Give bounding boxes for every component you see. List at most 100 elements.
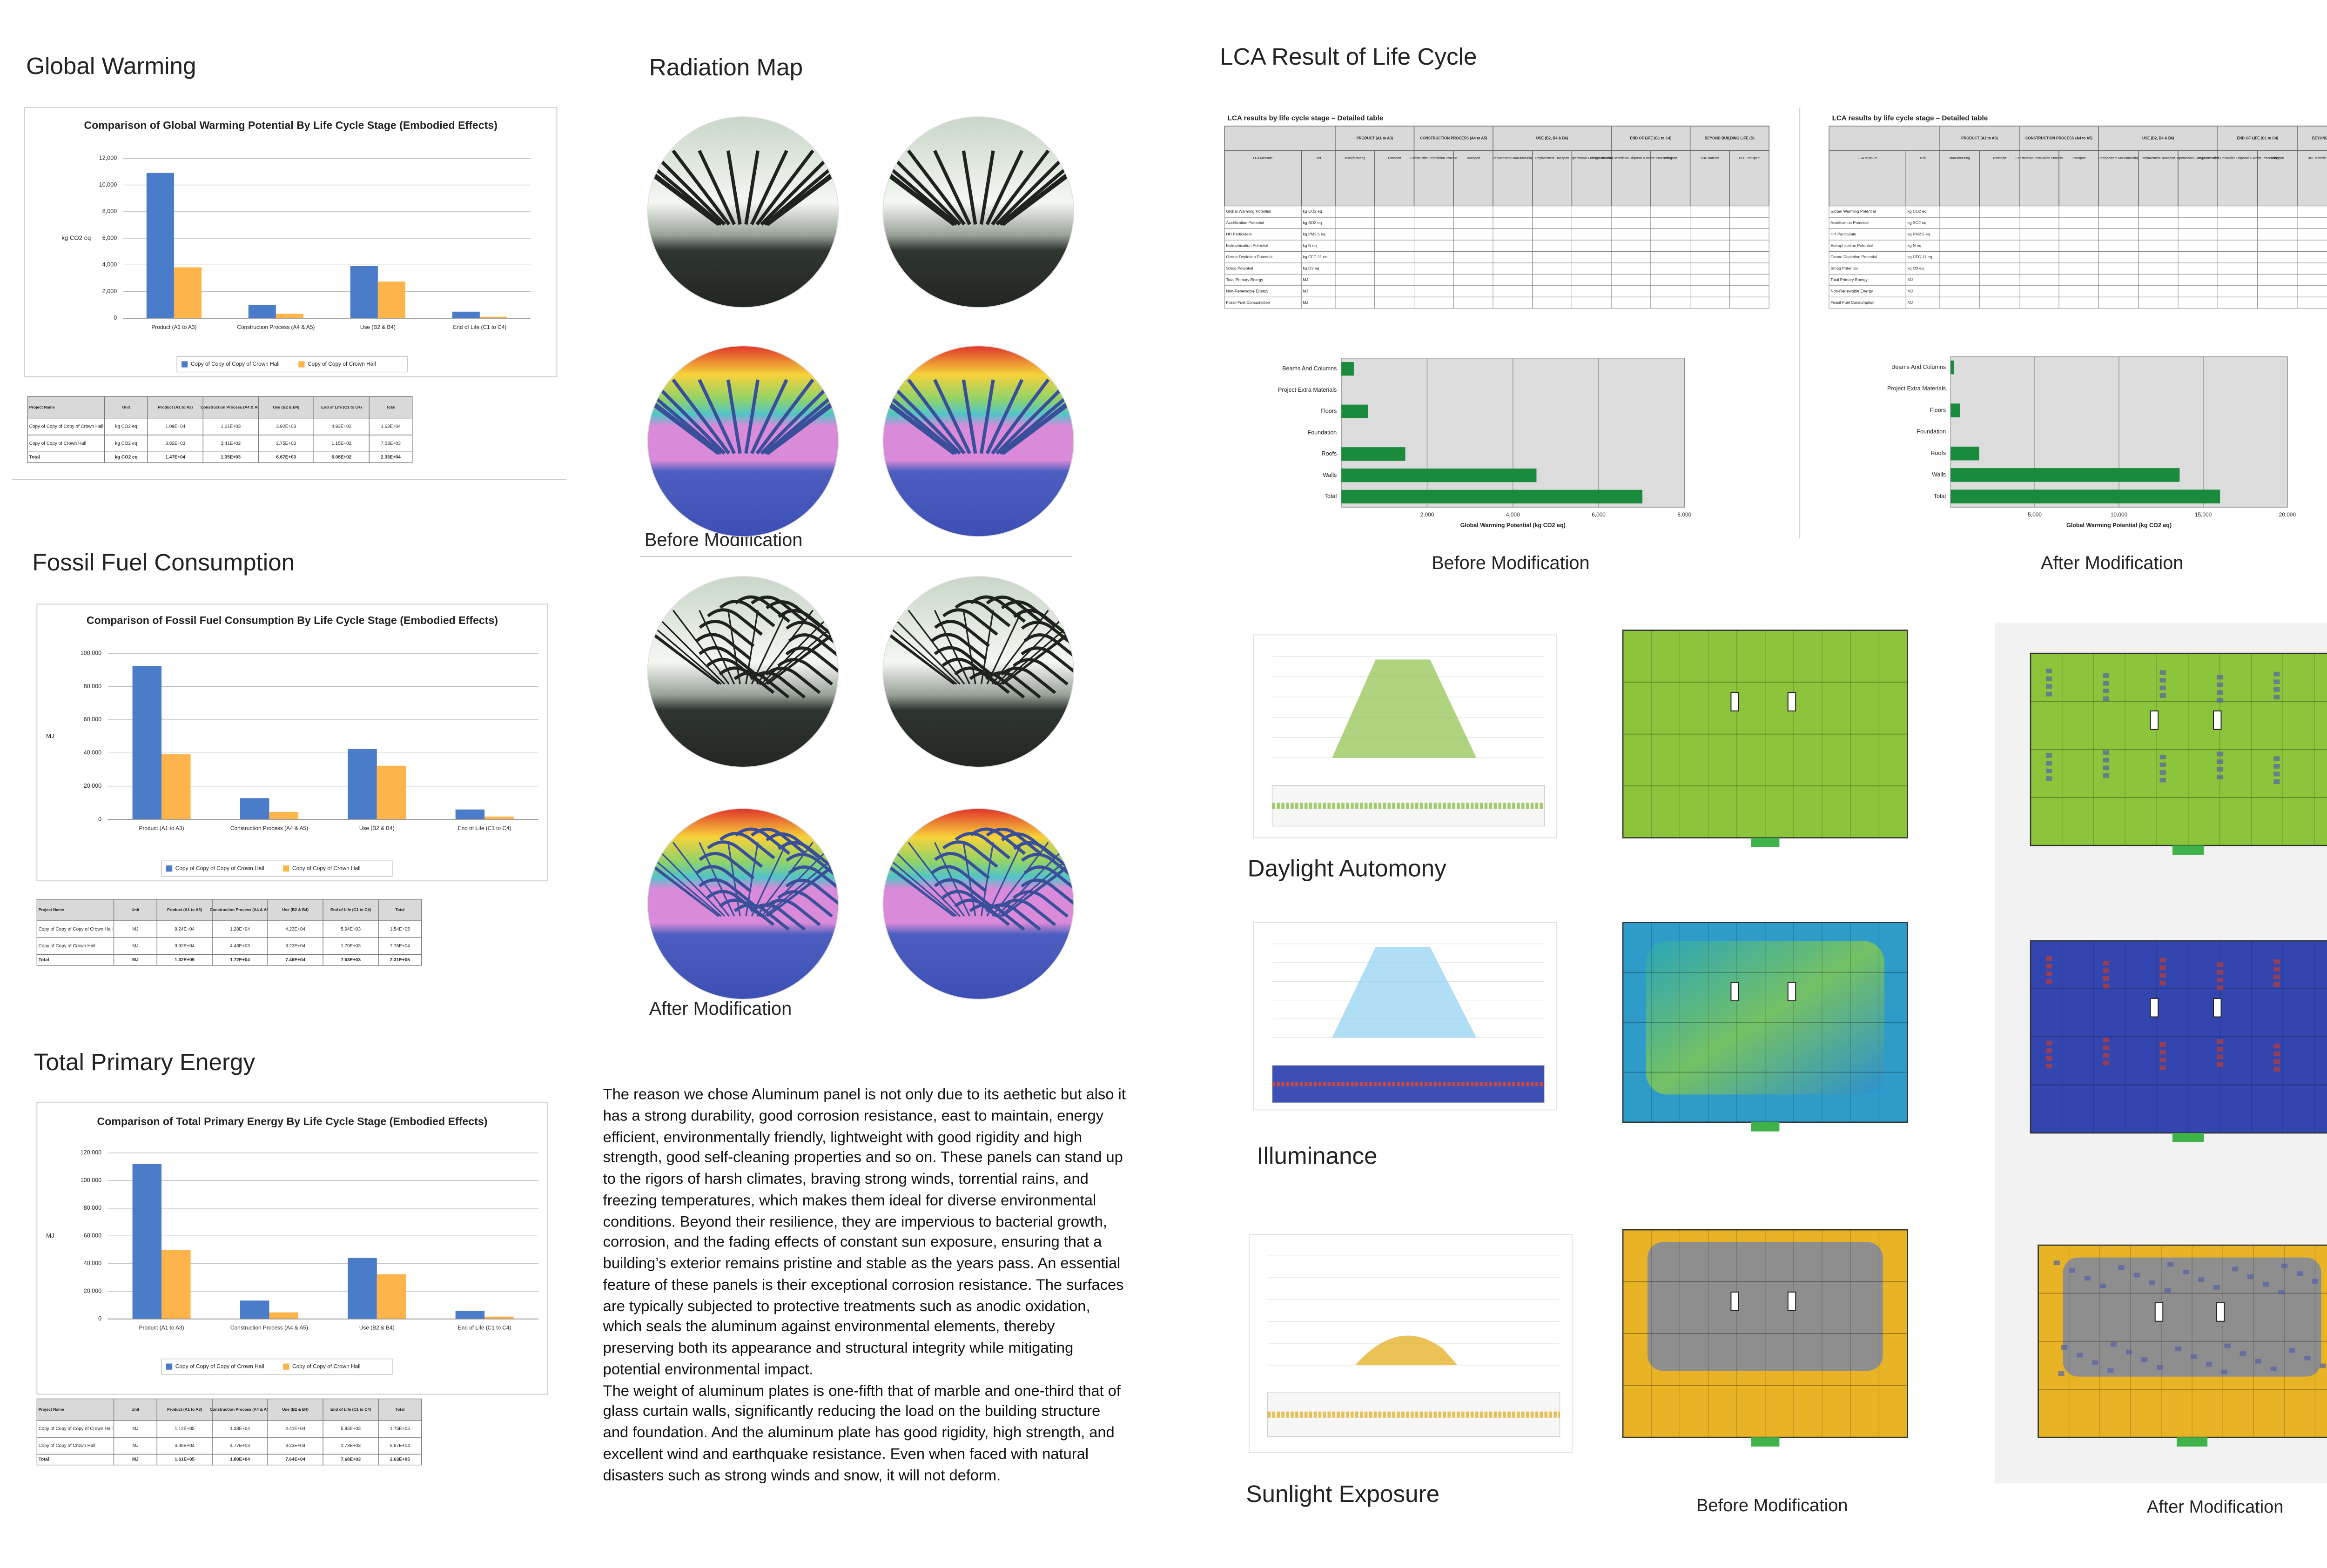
table-cell bbox=[1224, 274, 1302, 286]
panel-pattern bbox=[934, 646, 990, 674]
table-cell bbox=[267, 1420, 323, 1438]
y-tick-label: 40,000 bbox=[84, 1260, 101, 1266]
shade-core bbox=[2063, 1257, 2321, 1377]
table-column-header: Construction-Installation Process bbox=[1410, 157, 1458, 160]
table-text: 1.70E+03 bbox=[341, 944, 361, 949]
pattern-speck bbox=[2103, 773, 2109, 778]
table-text: 2.31E+05 bbox=[390, 958, 410, 963]
fisheye-image bbox=[647, 576, 839, 767]
bar bbox=[132, 666, 162, 819]
pattern-speck bbox=[2296, 1271, 2303, 1276]
pattern-speck bbox=[2216, 1046, 2223, 1052]
table-cell bbox=[1532, 274, 1572, 286]
table-cell bbox=[1374, 217, 1414, 229]
table-cell bbox=[1905, 296, 1940, 309]
table-text: 3.23E+04 bbox=[285, 1443, 305, 1448]
table-cell bbox=[1979, 296, 2020, 309]
pattern-speck bbox=[2159, 777, 2166, 783]
table-cell bbox=[1374, 274, 1414, 286]
table-cell bbox=[1374, 296, 1414, 309]
y-tick-label: 20,000 bbox=[84, 1288, 101, 1294]
pattern-speck bbox=[2159, 1058, 2166, 1062]
table-text: 7.63E+03 bbox=[341, 958, 361, 963]
table-cell bbox=[378, 899, 422, 921]
table-text: 1.72E+04 bbox=[230, 958, 250, 963]
pattern-speck bbox=[2273, 679, 2280, 684]
heat-core bbox=[1646, 940, 1884, 1095]
table-cell bbox=[2019, 296, 2059, 309]
table-cell bbox=[1453, 217, 1493, 229]
table-text: 1.63E+04 bbox=[381, 424, 401, 429]
table-column-header: Unit bbox=[1920, 157, 1925, 160]
x-tick-label: Use (B2 & B4) bbox=[359, 825, 395, 831]
table-text: 1.32E+05 bbox=[175, 958, 195, 963]
mullion bbox=[885, 378, 962, 455]
table-cell bbox=[378, 954, 422, 966]
table-text: Construction Process (A4 & A5) bbox=[210, 907, 270, 912]
mullion bbox=[649, 378, 726, 455]
table-cell bbox=[1979, 262, 2020, 275]
pattern-speck bbox=[2304, 1356, 2311, 1360]
legend-label: Copy of Copy of Copy of Crown Hall bbox=[175, 865, 264, 871]
pattern-speck bbox=[2175, 1347, 2181, 1352]
mullion bbox=[886, 842, 961, 917]
table-cell bbox=[113, 1398, 157, 1421]
section-heading: Daylight Automony bbox=[1248, 855, 1447, 882]
y-tick-label: 10,000 bbox=[99, 181, 117, 188]
bar bbox=[479, 316, 507, 318]
table-cell bbox=[1939, 206, 1980, 218]
table-cell bbox=[1493, 240, 1533, 252]
bar bbox=[455, 1311, 485, 1319]
table-text: 1.80E+04 bbox=[230, 1457, 250, 1462]
x-tick-label: 5,000 bbox=[2028, 511, 2042, 518]
pattern-speck bbox=[2232, 1266, 2239, 1272]
pattern-speck bbox=[2103, 681, 2109, 686]
caption: Before Modification bbox=[1696, 1496, 1848, 1515]
table-title: LCA results by life cycle stage – Detail… bbox=[1228, 114, 1384, 122]
table-group-header: USE (B2, B4 & B6) bbox=[1536, 136, 1568, 140]
table-group-header: BEYOND BUILDING LIFE (D) bbox=[1705, 136, 1755, 140]
panel-pattern bbox=[719, 832, 775, 859]
table-text: Unit bbox=[132, 1407, 140, 1412]
table-cell bbox=[1453, 251, 1493, 263]
pattern-speck bbox=[2159, 1042, 2166, 1047]
pattern-speck bbox=[2216, 985, 2223, 990]
table-text: Product (A1 to A3) bbox=[158, 405, 193, 409]
table-text: kg O3 eq bbox=[1303, 266, 1319, 270]
table-cell bbox=[104, 396, 148, 419]
x-tick-label: 10,000 bbox=[2111, 511, 2128, 518]
mullion bbox=[755, 378, 814, 455]
x-axis-label: Global Warming Potential (kg CO2 eq) bbox=[1460, 522, 1566, 529]
section-heading: Illuminance bbox=[1257, 1142, 1377, 1169]
bar bbox=[240, 1300, 269, 1319]
y-tick-label: Floors bbox=[1320, 408, 1337, 415]
panel-pattern bbox=[1000, 667, 1056, 694]
pattern-speck bbox=[2270, 1367, 2277, 1372]
table-cell bbox=[1374, 262, 1414, 275]
frame bbox=[647, 116, 839, 308]
table-column-header: Manufacturing bbox=[1345, 157, 1365, 160]
table-text: 1.35E+03 bbox=[221, 455, 241, 460]
mullion bbox=[698, 379, 736, 455]
y-tick-label: 120,000 bbox=[81, 1149, 101, 1156]
table-cell bbox=[1729, 262, 1769, 275]
table-cell bbox=[1335, 217, 1375, 229]
table-cell bbox=[1729, 217, 1769, 229]
x-tick-label: End of Life (C1 to C4) bbox=[458, 1325, 511, 1331]
table-cell bbox=[1493, 285, 1533, 297]
table-text: Copy of Copy of Copy of Crown Hall bbox=[29, 424, 103, 429]
bar bbox=[1341, 468, 1537, 482]
bar bbox=[174, 267, 202, 318]
pattern-speck bbox=[2273, 1066, 2280, 1072]
table-cell bbox=[2019, 217, 2059, 229]
table-text: End of Life (C1 to C4) bbox=[330, 907, 371, 912]
table-cell bbox=[2138, 274, 2179, 286]
table-text: Total bbox=[395, 1407, 404, 1412]
y-tick-label: 100,000 bbox=[81, 650, 101, 656]
table-cell bbox=[2098, 217, 2139, 229]
bar bbox=[161, 1250, 191, 1319]
table-text: Copy of Copy of Crown Hall bbox=[39, 944, 95, 949]
table-text: Total bbox=[39, 958, 49, 963]
x-tick-label: Construction Process (A4 & A5) bbox=[230, 1325, 308, 1331]
